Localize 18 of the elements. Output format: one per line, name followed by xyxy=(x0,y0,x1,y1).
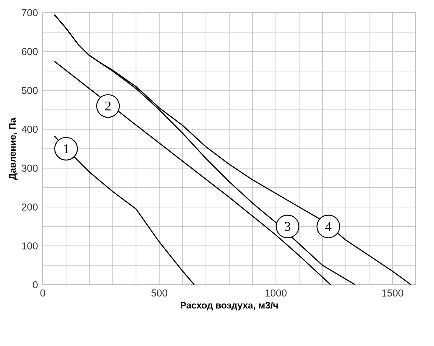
y-tick-label: 300 xyxy=(22,164,38,172)
x-tick-label: 1500 xyxy=(382,290,404,297)
annotation: 3 xyxy=(285,222,291,232)
y-tick-label: 0 xyxy=(33,281,38,289)
x-axis-title: Расход воздуха, м3/ч xyxy=(181,302,278,311)
y-tick-label: 400 xyxy=(22,126,38,134)
y-axis-title: Давление, Па xyxy=(10,118,18,180)
y-tick-label: 700 xyxy=(22,9,38,17)
annotation: 4 xyxy=(326,222,332,232)
y-tick-label: 200 xyxy=(22,204,38,211)
x-tick-label: 500 xyxy=(152,290,168,297)
x-tick-label: 0 xyxy=(40,290,46,297)
y-tick-label: 100 xyxy=(22,242,38,250)
annotation: 2 xyxy=(106,102,111,111)
y-tick-label: 500 xyxy=(22,87,38,94)
y-tick-label: 600 xyxy=(22,48,38,56)
x-tick-label: 1000 xyxy=(266,290,287,297)
annotation: 1 xyxy=(64,144,69,154)
